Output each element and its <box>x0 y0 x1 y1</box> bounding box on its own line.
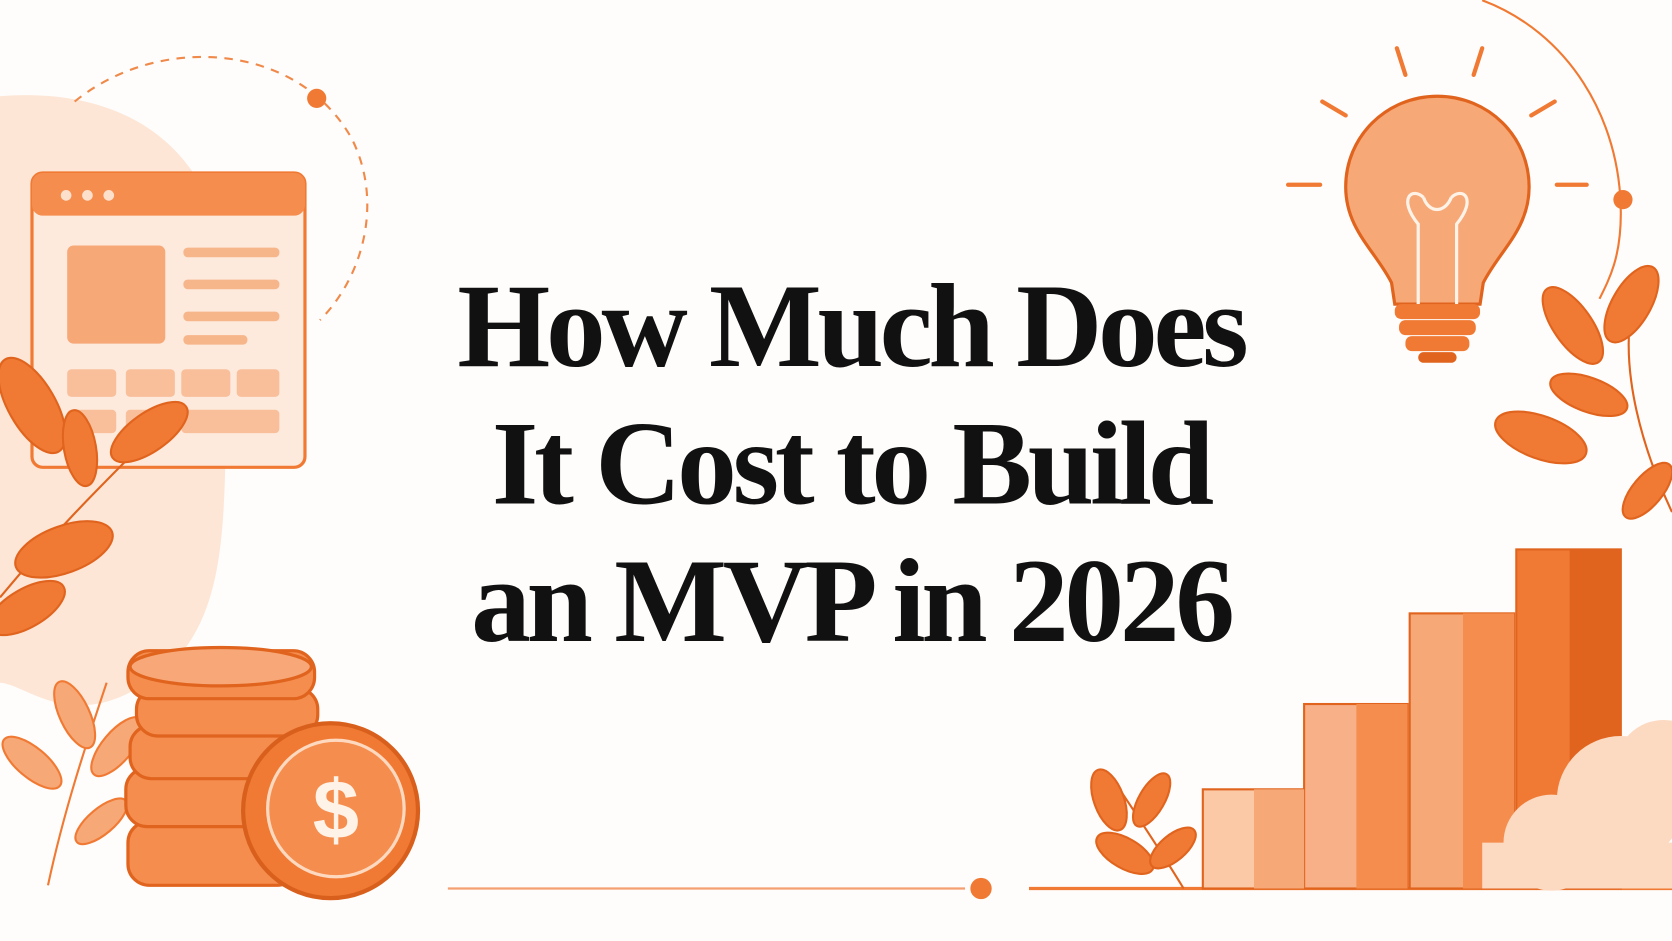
leaves-right <box>1494 264 1672 520</box>
lightbulb <box>1285 46 1589 363</box>
leaves-left <box>0 356 189 637</box>
title-line: How Much Does <box>457 260 1246 392</box>
right-decoration <box>1090 0 1672 891</box>
title-block: How Much Does It Cost to Build an MVP in… <box>457 260 1250 667</box>
cloud <box>1482 720 1672 891</box>
left-decoration: $ <box>0 55 421 901</box>
browser-window <box>30 171 307 469</box>
leaves-bottom-left <box>1 680 145 886</box>
coin-stack <box>124 645 320 887</box>
big-coin: $ <box>240 721 421 901</box>
dot <box>307 88 327 108</box>
bar-illustration <box>1201 548 1622 890</box>
title-line: an MVP in 2026 <box>471 535 1232 667</box>
title-line: It Cost to Build <box>492 398 1214 530</box>
leaves-bottom-right <box>1090 768 1197 890</box>
coin-symbol: $ <box>313 763 359 856</box>
